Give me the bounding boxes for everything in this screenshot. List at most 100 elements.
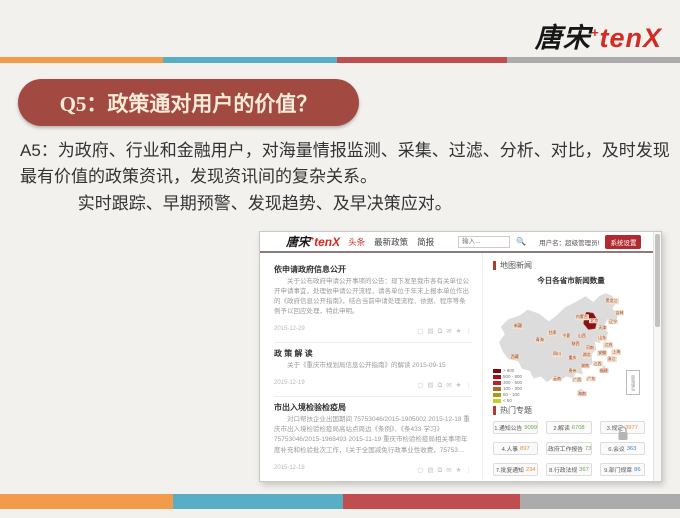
province-label: 江苏 xyxy=(603,342,614,348)
mail-icon[interactable]: ✉ xyxy=(446,382,452,390)
topic-tag-9[interactable]: 9.部门规章 86 xyxy=(599,463,645,476)
legend-label: 100 - 300 xyxy=(503,386,523,391)
news-item-title[interactable]: 依申请政府信息公开 xyxy=(274,265,346,274)
province-label: 黑龙江 xyxy=(604,298,619,304)
news-item: 政 策 解 读关于《重庆市规划局信息公开指南》的解读 2015-09-15 201… xyxy=(274,343,472,398)
news-list: 依申请政府信息公开关于公布政府申请公开事项的公告：现下发至我市各有关单位公开申请… xyxy=(260,253,482,479)
province-label: 西藏 xyxy=(509,353,520,360)
view-icon[interactable]: ▢ xyxy=(417,382,424,390)
province-label: 贵州 xyxy=(567,367,578,374)
more-icon[interactable]: ⋮ xyxy=(465,328,473,336)
topic-tag-1[interactable]: 1.通知公告 9099 xyxy=(493,421,539,434)
topic-tag-7[interactable]: 7.批复通知 234 xyxy=(493,463,539,476)
topic-tag-5[interactable]: 5.政府工作报告734 xyxy=(546,442,592,455)
settings-button[interactable]: 系统设置 xyxy=(605,234,642,249)
topic-tag-4[interactable]: 4.人事 897 xyxy=(493,442,539,455)
province-label: 内蒙古 xyxy=(574,314,589,320)
province-label: 江西 xyxy=(592,360,603,367)
nav-item-3[interactable]: 简报 xyxy=(417,236,435,247)
topic-tag-count: 363 xyxy=(626,445,637,452)
more-icon[interactable]: ⋮ xyxy=(465,466,473,474)
map-panel: 地图新闻 今日各省市新闻数量 新疆 西藏 青海 甘肃 宁夏 内蒙古 黑龙江 吉林 辽宁 北京 天津山… xyxy=(482,253,661,479)
legend-row: < 50 xyxy=(493,398,522,403)
legend-label: 500 - 800 xyxy=(503,374,523,379)
search-input[interactable] xyxy=(458,235,511,248)
answer-paragraph-1: A5：为政府、行业和金融用户，对海量情报监测、采集、过滤、分析、对比，及时发现最… xyxy=(20,141,670,187)
app-nav: 头条 最新政策 简报 xyxy=(348,236,434,248)
legend-swatch xyxy=(493,386,501,391)
grid-icon[interactable]: ▤ xyxy=(427,466,434,474)
stripe-segment-orange xyxy=(0,494,173,509)
view-icon[interactable]: ▢ xyxy=(417,328,424,336)
nav-item-1[interactable]: 头条 xyxy=(348,236,366,247)
stripe-segment-gray xyxy=(507,57,680,63)
legend-row: 500 - 800 xyxy=(493,374,522,379)
vertical-scrollbar[interactable] xyxy=(653,232,661,481)
view-icon[interactable]: ▢ xyxy=(417,466,424,474)
topic-tag-count: 234 xyxy=(525,466,536,473)
legend-swatch xyxy=(493,368,501,373)
legend-swatch xyxy=(493,398,501,403)
app-brand-en: tenX xyxy=(314,235,341,249)
brand-plus-mark: + xyxy=(590,25,600,40)
app-brand-plus: + xyxy=(310,236,315,243)
topic-tag-count: 367 xyxy=(579,466,589,473)
province-label: 浙江 xyxy=(606,356,617,362)
topic-tag-6[interactable]: 6.会议 363 xyxy=(599,442,645,455)
topics-section-header: 热门专题 xyxy=(493,405,649,416)
map-legend: > 800 500 - 800 300 - 500 100 - 300 50 - 100… xyxy=(493,367,522,403)
news-item-actions: ▢ ▤ ⧉ ✉ ★ ⋮ xyxy=(413,374,472,392)
grid-icon[interactable]: ▤ xyxy=(427,382,434,390)
province-label: 山西 xyxy=(576,332,587,339)
news-item: 市出入境检验检疫局对口帮扶企业出国期间 75753046/2015-190500… xyxy=(274,397,472,479)
topic-tag-count: 86 xyxy=(634,466,641,473)
legend-label: < 50 xyxy=(503,398,512,403)
news-item-actions: ▢ ▤ ⧉ ✉ ★ ⋮ xyxy=(413,320,472,338)
more-icon[interactable]: ⋮ xyxy=(465,382,473,390)
scrollbar-thumb[interactable] xyxy=(655,234,660,327)
lock-icon[interactable] xyxy=(617,425,629,442)
province-label: 广东 xyxy=(586,375,597,382)
copy-icon[interactable]: ⧉ xyxy=(437,382,443,390)
copy-icon[interactable]: ⧉ xyxy=(437,466,443,474)
user-label: 用户名：超级管理员! xyxy=(539,239,600,247)
topic-tag-8[interactable]: 8.行政法规 367 xyxy=(546,463,592,476)
topic-tag-count: 734 xyxy=(584,445,592,452)
topics-section-title: 热门专题 xyxy=(500,406,532,415)
inset-label: 南海诸岛 xyxy=(631,374,636,391)
brand-logo: 唐宋+tenX xyxy=(535,16,662,55)
grid-icon[interactable]: ▤ xyxy=(427,328,434,336)
news-item-title[interactable]: 市出入境检验检疫局 xyxy=(274,403,346,413)
legend-row: 300 - 500 xyxy=(493,380,522,385)
legend-row: > 800 xyxy=(493,368,522,373)
bottom-stripe xyxy=(0,494,680,509)
topic-tag-2[interactable]: 2.解读 6708 xyxy=(546,421,592,434)
news-item-summary: 对口帮扶企业出国期间 75753046/2015-1905002 2015-12… xyxy=(274,416,470,454)
province-label: 湖南 xyxy=(580,363,591,369)
mail-icon[interactable]: ✉ xyxy=(446,328,452,336)
nav-item-2[interactable]: 最新政策 xyxy=(374,236,409,247)
province-label: 四川 xyxy=(551,351,562,358)
topic-tag-count: 3977 xyxy=(625,424,638,431)
topic-tag-count: 6708 xyxy=(571,424,585,431)
star-icon[interactable]: ★ xyxy=(455,466,462,474)
province-label: 河南 xyxy=(584,345,595,352)
news-item-summary: 关于公布政府申请公开事项的公告：现下发至我市各有关单位公开申请事宜，处理依申请公… xyxy=(274,278,469,316)
legend-label: 300 - 500 xyxy=(503,380,523,385)
search-icon[interactable]: 🔍 xyxy=(516,237,527,246)
mail-icon[interactable]: ✉ xyxy=(446,466,452,474)
south-china-sea-inset: 南海诸岛 xyxy=(626,370,640,395)
china-map: 新疆 西藏 青海 甘肃 宁夏 内蒙古 黑龙江 吉林 辽宁 北京 天津 山西 山东 陕西 河南 江苏 上海 安徽 湖北… xyxy=(493,287,649,403)
news-item-title[interactable]: 政 策 解 读 xyxy=(274,349,313,359)
province-label: 青海 xyxy=(534,337,545,344)
brand-en-text: tenX xyxy=(599,23,662,53)
province-label: 重庆 xyxy=(567,354,578,361)
star-icon[interactable]: ★ xyxy=(455,382,462,390)
answer-paragraph-2: 实时跟踪、早期预警、发现趋势、及早决策应对。 xyxy=(77,193,452,213)
map-section-header: 地图新闻 xyxy=(493,260,649,271)
star-icon[interactable]: ★ xyxy=(455,328,462,336)
copy-icon[interactable]: ⧉ xyxy=(437,328,443,336)
